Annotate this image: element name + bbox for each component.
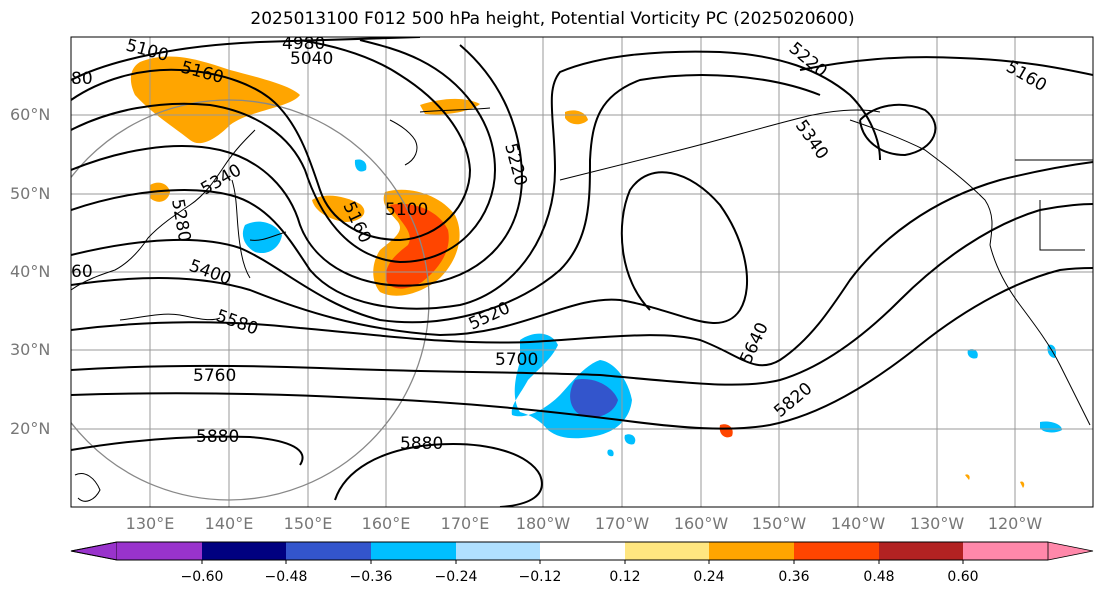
lon-label: 160°W: [673, 514, 729, 533]
lon-label: 180°W: [515, 514, 571, 533]
lon-label: 140°E: [204, 514, 254, 533]
colorbar-segment: [371, 542, 456, 560]
colorbar-tick-label: 0.60: [947, 569, 979, 585]
contour-label: 5700: [495, 350, 538, 370]
lon-label: 140°W: [830, 514, 886, 533]
colorbar-tick-label: −0.12: [518, 569, 562, 585]
contour-label: 5880: [196, 427, 239, 447]
colorbar-segment: [286, 542, 371, 560]
colorbar-tick-label: 0.36: [778, 569, 810, 585]
contour-label: 80: [71, 69, 93, 89]
lon-label: 160°E: [361, 514, 411, 533]
contour-label: 4980: [282, 34, 325, 54]
coastlines: [71, 107, 1093, 502]
colorbar-segment: [456, 542, 541, 560]
contour-label: 5760: [193, 366, 236, 386]
lat-label: 60°N: [10, 105, 51, 124]
colorbar: [70, 541, 1094, 564]
lon-label: 130°E: [125, 514, 175, 533]
figure-title: 2025013100 F012 500 hPa height, Potentia…: [250, 9, 855, 29]
colorbar-segment: [1047, 541, 1094, 561]
height-contours: [71, 37, 1093, 507]
colorbar-segment: [794, 542, 879, 560]
lon-label: 150°E: [283, 514, 333, 533]
lat-label: 30°N: [10, 340, 51, 359]
contour-label: 5100: [385, 200, 428, 220]
graticule: [71, 37, 1093, 507]
colorbar-segment: [70, 541, 118, 561]
colorbar-segment: [625, 542, 710, 560]
contour-label: 60: [71, 262, 93, 282]
lat-label: 50°N: [10, 184, 51, 203]
colorbar-tick-label: −0.60: [180, 569, 224, 585]
lon-label: 130°W: [909, 514, 965, 533]
colorbar-segment: [202, 542, 287, 560]
map-panel: 5100 4980 5040 5160 5220 5340 5220 5100 …: [71, 34, 1093, 507]
pv-negative-shading: [242, 159, 1062, 457]
colorbar-tick-label: 0.12: [609, 569, 641, 585]
lon-label: 120°W: [987, 514, 1043, 533]
colorbar-segment: [963, 542, 1048, 560]
lon-label: 170°E: [440, 514, 490, 533]
colorbar-segment: [540, 542, 625, 560]
map-border: [70, 36, 1094, 508]
contour-label: 5040: [290, 49, 333, 69]
lon-label: 150°W: [751, 514, 807, 533]
colorbar-tick-label: 0.24: [693, 569, 725, 585]
reference-circle: [71, 99, 430, 501]
lon-label: 170°W: [594, 514, 650, 533]
lat-label: 20°N: [10, 419, 51, 438]
colorbar-tick-label: 0.48: [863, 569, 895, 585]
colorbar-segment: [117, 542, 202, 560]
colorbar-segment: [879, 542, 964, 560]
lat-label: 40°N: [10, 262, 51, 281]
colorbar-tick-label: −0.24: [434, 569, 478, 585]
colorbar-tick-label: −0.48: [264, 569, 308, 585]
contour-label: 5880: [400, 434, 443, 454]
colorbar-segment: [709, 542, 794, 560]
colorbar-tick-label: −0.36: [349, 569, 393, 585]
